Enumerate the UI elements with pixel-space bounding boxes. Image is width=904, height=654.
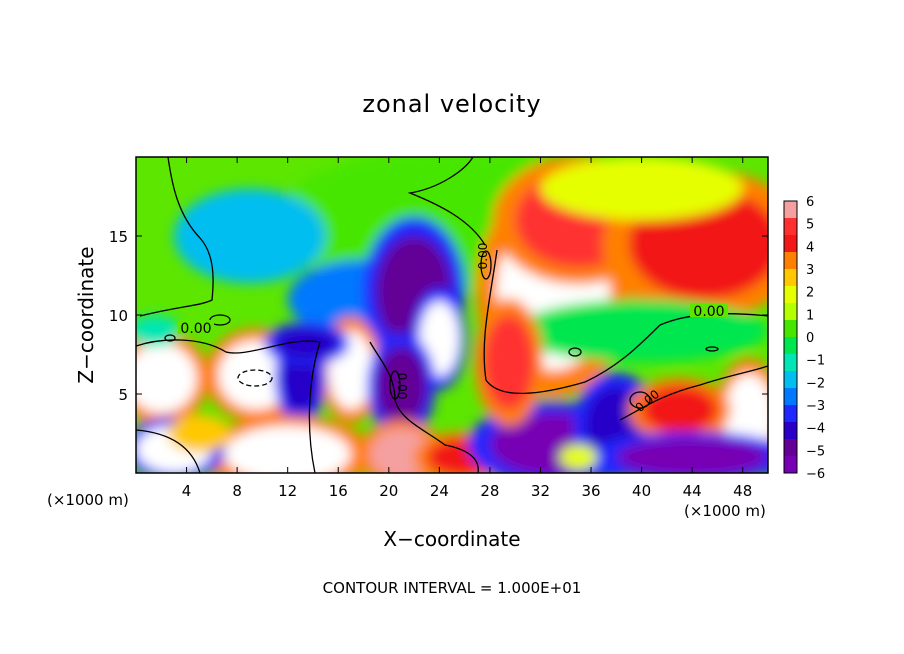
colorbar-tick-label: 1 — [806, 308, 814, 323]
colorbar-tick-label: 4 — [806, 240, 814, 255]
field-blobs — [136, 157, 768, 473]
field-blob — [275, 327, 339, 360]
x-tick-label: 12 — [278, 482, 297, 500]
field-blob — [136, 315, 181, 347]
contour-label-right: 0.00 — [693, 304, 724, 320]
x-axis-label: X−coordinate — [383, 527, 520, 551]
colorbar-swatch — [784, 371, 797, 389]
colorbar-tick-label: −1 — [806, 354, 825, 369]
colorbar-swatch — [784, 456, 797, 474]
field-blob — [167, 414, 231, 453]
contour-ring-g — [629, 391, 651, 409]
y-tick-label: 15 — [109, 228, 128, 246]
x-tick-label: 36 — [581, 482, 600, 500]
x-tick-label: 20 — [379, 482, 398, 500]
colorbar-swatch — [784, 286, 797, 304]
contour-ring-d — [389, 370, 401, 400]
field-blob — [616, 438, 768, 473]
x-unit-right: (×1000 m) — [684, 502, 766, 520]
field-blob — [559, 444, 598, 470]
colorbar-tick-label: −2 — [806, 376, 825, 391]
colorbar-swatch — [784, 235, 797, 253]
colorbar: 6 5 4 3 2 1 0 −1 −2 −3 −4 −5 −6 — [783, 195, 825, 482]
x-tick-label: 4 — [182, 482, 192, 500]
x-tick-label: 40 — [632, 482, 651, 500]
contour-ring-c — [480, 250, 492, 280]
colorbar-swatch — [784, 388, 797, 406]
colorbar-swatch — [784, 218, 797, 236]
y-axis-label: Z−coordinate — [74, 246, 98, 383]
contour-left-lower — [136, 339, 321, 473]
contour-ring-f — [705, 346, 719, 352]
y-tick-label: 5 — [118, 386, 128, 404]
colorbar-tick-label: 3 — [806, 263, 814, 278]
chart-title: zonal velocity — [362, 90, 541, 118]
contour-label-vert-left: 0.00 — [395, 373, 409, 400]
x-tick-label: 32 — [531, 482, 550, 500]
contour-ring-e — [568, 347, 582, 357]
field-blob — [515, 299, 768, 363]
y-axis-ticks: 5 10 15 — [109, 228, 768, 404]
colorbar-tick-label: 2 — [806, 286, 814, 301]
colorbar-frame — [783, 200, 798, 474]
colorbar-swatch — [784, 252, 797, 270]
y-tick-label: 10 — [109, 307, 128, 325]
x-tick-label: 48 — [733, 482, 752, 500]
colorbar-swatch — [784, 405, 797, 423]
field-blob — [173, 188, 326, 284]
contour-interval-note: CONTOUR INTERVAL = 1.000E+01 — [323, 579, 582, 597]
colorbar-swatch — [784, 269, 797, 287]
contour-right — [483, 249, 768, 395]
colorbar-swatch — [784, 320, 797, 338]
contour-upper-left — [139, 157, 214, 317]
field-blob — [136, 343, 197, 413]
contour-ring-b — [164, 334, 176, 342]
field-blob — [483, 315, 535, 410]
field-blob — [376, 346, 427, 426]
x-unit-left: (×1000 m) — [47, 491, 129, 509]
contour-mid-lower — [369, 341, 479, 473]
x-tick-label: 28 — [480, 482, 499, 500]
contour-upper-mid — [407, 157, 486, 246]
colorbar-tick-label: 5 — [806, 218, 814, 233]
x-tick-label: 24 — [430, 482, 449, 500]
contour-label-vert-mid: 0.00 — [476, 243, 490, 270]
colorbar-swatch — [784, 337, 797, 355]
x-tick-label: 44 — [683, 482, 702, 500]
colorbar-swatch — [784, 354, 797, 372]
colorbar-tick-label: −3 — [806, 399, 825, 414]
colorbar-swatch — [784, 303, 797, 321]
colorbar-tick-label: 6 — [806, 195, 814, 210]
colorbar-tick-label: −6 — [806, 467, 825, 482]
x-tick-label: 8 — [232, 482, 242, 500]
heatmap-area: 0.00 0.00 0.00 0.00 0.00 — [136, 157, 768, 473]
field-blob — [224, 425, 351, 473]
colorbar-tick-label: −4 — [806, 422, 825, 437]
contour-lower-right — [619, 365, 768, 421]
contour-bottom-left — [136, 429, 201, 473]
zero-contours — [136, 157, 768, 473]
colorbar-tick-label: −5 — [806, 444, 825, 459]
field-blob — [540, 157, 743, 221]
x-tick-label: 16 — [329, 482, 348, 500]
contour-label-left: 0.00 — [180, 321, 211, 337]
colorbar-swatch — [784, 422, 797, 440]
colorbar-swatch — [784, 439, 797, 457]
colorbar-tick-label: 0 — [806, 331, 814, 346]
contour-dashed — [237, 369, 273, 387]
colorbar-swatch — [784, 201, 797, 219]
x-axis-ticks: 4 8 12 16 20 24 28 32 36 40 44 48 — [182, 157, 752, 500]
